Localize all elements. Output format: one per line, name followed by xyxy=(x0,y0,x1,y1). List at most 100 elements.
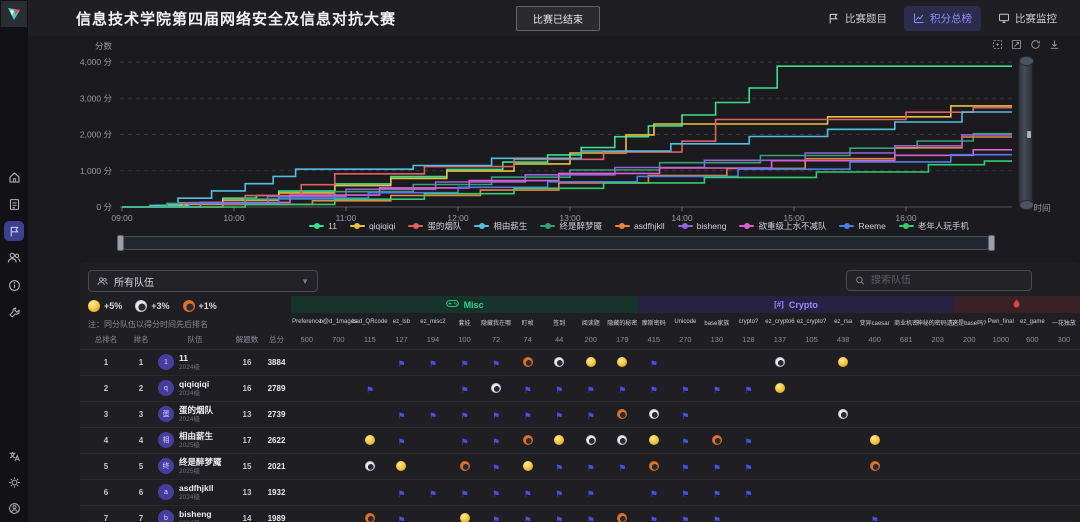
sidebar-bottom-translate[interactable] xyxy=(4,446,24,466)
restore-icon[interactable] xyxy=(1030,39,1041,50)
team-search-input[interactable] xyxy=(870,275,1023,286)
team-cell[interactable]: q qiqiqiqi 2024级 xyxy=(158,379,232,397)
legend-item-6[interactable]: bisheng xyxy=(677,221,727,231)
team-cell[interactable]: b bisheng2024级 xyxy=(158,509,232,522)
legend-item-7[interactable]: 欲重级上水不减队 xyxy=(739,220,826,232)
challenge-name-4: ez_misc2 xyxy=(420,319,446,325)
sidebar-item-home[interactable] xyxy=(4,167,24,187)
sidebar-item-flag[interactable] xyxy=(4,221,24,241)
legend-item-9[interactable]: 老年人玩手机 xyxy=(898,220,969,232)
legend-item-5[interactable]: asdfhjkll xyxy=(614,221,665,231)
legend-item-1[interactable]: qiqiqiqi xyxy=(349,221,395,231)
table-row[interactable]: 1 1 1 11 2024级 16 3884 ⚑ ⚑ ⚑ ⚑ ⚑ xyxy=(80,349,1080,375)
table-row[interactable]: 4 4 相相由薪生 2025级 17 2622 ⚑ ⚑ ⚑ ⚑ ⚑ xyxy=(80,427,1080,453)
team-cell[interactable]: a asdfhjkll 2024级 xyxy=(158,483,232,501)
legend-item-8[interactable]: Reeme xyxy=(839,221,886,231)
challenge-name-15: ez_crypto6 xyxy=(765,319,795,325)
rank-value: 7 xyxy=(138,514,144,522)
vertical-datazoom-slider[interactable] xyxy=(1018,56,1034,210)
solve-cell: ⚑ xyxy=(575,380,607,398)
home-icon xyxy=(8,171,21,184)
reset-box-icon[interactable] xyxy=(1011,39,1022,50)
solve-cell: ⚑ xyxy=(859,510,891,522)
sidebar-item-info[interactable] xyxy=(4,275,24,295)
team-cell[interactable]: 相相由薪生 2025级 xyxy=(158,431,232,449)
team-filter-select[interactable]: 所有队伍 ▼ xyxy=(88,270,318,292)
solve-cell: ⚑ xyxy=(575,510,607,522)
solve-cell: ⚑ xyxy=(449,380,481,398)
legend-label: 11 xyxy=(328,221,337,231)
solve-cell: ⚑ xyxy=(670,510,702,522)
category-band-Crypto: [#] Crypto xyxy=(638,296,954,313)
solved-flag-icon: ⚑ xyxy=(586,514,595,522)
datazoom-left-handle[interactable] xyxy=(117,235,124,251)
silver-medal-icon xyxy=(838,408,849,419)
challenge-name-11: 摩斯密码 xyxy=(641,320,666,327)
table-row[interactable]: 5 5 终终是醉梦魇 2025级 15 2021 ⚑ ⚑ ⚑ ⚑ ⚑ ⚑ ⚑ xyxy=(80,453,1080,479)
challenge-name-6: 隐藏我在哪 xyxy=(481,320,512,327)
table-row[interactable]: 7 7 b bisheng2024级 14 1989 ⚑ ⚑ ⚑ ⚑ ⚑ ⚑ ⚑ ⚑ ⚑ xyxy=(80,505,1080,522)
solve-cell: ⚑ xyxy=(701,458,733,476)
solved-count: 14 xyxy=(242,514,252,522)
table-row[interactable]: 2 2 q qiqiqiqi 2024级 16 2789 ⚑ ⚑ ⚑ ⚑ ⚑ ⚑ ⚑ ⚑ ⚑ ⚑ xyxy=(80,375,1080,401)
gold-medal-icon xyxy=(869,434,880,445)
avatar: 相 xyxy=(158,432,174,449)
legend-item-2[interactable]: 蛋的烟队 xyxy=(408,220,461,232)
legend-label: bisheng xyxy=(696,221,727,231)
legend-label: asdfhjkll xyxy=(633,221,665,231)
solved-flag-icon: ⚑ xyxy=(492,410,501,421)
sidebar-bottom-account[interactable] xyxy=(4,498,24,518)
header-points-19: 681 xyxy=(899,335,913,344)
datazoom-right-handle[interactable] xyxy=(988,235,995,251)
solve-cell xyxy=(764,380,796,398)
legend-item-3[interactable]: 相由薪生 xyxy=(474,220,527,232)
contest-status-button[interactable]: 比赛已结束 xyxy=(516,5,601,31)
sidebar-item-document[interactable] xyxy=(4,194,24,214)
sidebar-bottom-theme-sun[interactable] xyxy=(4,472,24,492)
horizontal-datazoom-slider[interactable] xyxy=(117,235,995,251)
challenge-name-7: 盯帧 xyxy=(521,320,534,327)
team-grade: 2024级 xyxy=(179,520,212,522)
table-row[interactable]: 6 6 a asdfhjkll 2024级 13 1932 ⚑ ⚑ ⚑ ⚑ ⚑ ⚑ ⚑ ⚑ ⚑ ⚑ ⚑ xyxy=(80,479,1080,505)
nav-item-1[interactable]: 积分总榜 xyxy=(904,5,981,31)
team-grade: 2024级 xyxy=(179,363,200,371)
nav-item-0[interactable]: 比赛题目 xyxy=(818,6,896,31)
solved-count: 13 xyxy=(242,410,252,419)
header-points-5: 100 xyxy=(458,335,471,344)
bonus-label: +5% xyxy=(104,301,123,311)
download-icon[interactable] xyxy=(1049,39,1060,50)
legend-item-4[interactable]: 终是醉梦魇 xyxy=(540,220,602,232)
gold-medal-icon xyxy=(554,434,565,445)
header-points-1: 700 xyxy=(332,335,345,344)
sidebar xyxy=(0,0,28,522)
table-row[interactable]: 3 3 蛋蛋的烟队 2024级 13 2739 ⚑ ⚑ ⚑ ⚑ ⚑ ⚑ ⚑ ⚑ xyxy=(80,401,1080,427)
nav-item-2[interactable]: 比赛监控 xyxy=(989,6,1066,31)
gold-medal-icon xyxy=(88,300,100,312)
category-band-pwn xyxy=(953,296,1080,313)
legend-label: 终是醉梦魇 xyxy=(559,221,602,231)
total-score: 2739 xyxy=(267,410,286,419)
solved-flag-icon: ⚑ xyxy=(365,384,374,395)
header-team: 队伍 xyxy=(187,335,203,344)
legend-item-0[interactable]: 11 xyxy=(309,221,337,231)
legend-marker xyxy=(540,223,556,229)
svg-text:14:00: 14:00 xyxy=(671,213,693,222)
solved-flag-icon: ⚑ xyxy=(586,410,595,421)
category-bands: Misc [#] Crypto xyxy=(291,296,1080,313)
team-grade: 2025级 xyxy=(179,441,200,449)
zoom-box-icon[interactable] xyxy=(992,39,1003,50)
solved-count: 13 xyxy=(242,488,252,497)
rank-value: 3 xyxy=(138,410,144,419)
overall-rank-value: 4 xyxy=(103,436,109,445)
rank-value: 4 xyxy=(138,436,144,445)
team-cell[interactable]: 1 11 2024级 xyxy=(158,353,232,371)
header-points-12: 270 xyxy=(679,335,692,344)
avatar: a xyxy=(158,484,174,501)
team-cell[interactable]: 终终是醉梦魇 2025级 xyxy=(158,457,232,475)
chart-canvas[interactable]: 4,000 分 3,000 分 2,000 分 1,000 分 0 分 分数 09:00 10… xyxy=(0,36,1080,222)
chart-toolbox xyxy=(992,39,1060,50)
sidebar-item-users[interactable] xyxy=(4,248,24,268)
total-score: 1932 xyxy=(267,488,286,497)
sidebar-item-wrench[interactable] xyxy=(4,302,24,322)
team-cell[interactable]: 蛋蛋的烟队 2024级 xyxy=(158,405,232,423)
